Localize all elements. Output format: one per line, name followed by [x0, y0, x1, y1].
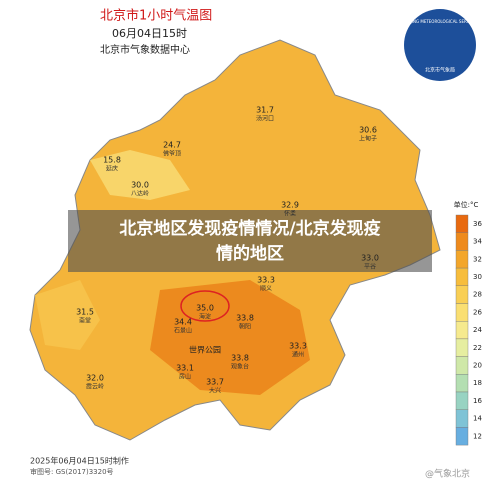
station-value: 31.5	[76, 308, 94, 317]
station-value: 35.0	[196, 304, 214, 313]
highlight-circle	[180, 290, 230, 322]
map-title: 北京市1小时气温图	[100, 8, 212, 24]
west-zone	[35, 280, 100, 350]
watermark: @气象北京	[425, 468, 470, 480]
station-name: 大兴	[209, 387, 221, 395]
station-value: 15.8	[103, 156, 121, 165]
warm-zone	[150, 280, 310, 395]
map-time: 06月04日15时	[112, 27, 187, 40]
legend-swatch	[455, 391, 469, 410]
legend-label: 34	[473, 238, 482, 246]
station-name: 顺义	[260, 286, 272, 293]
station-value: 33.8	[236, 314, 254, 323]
legend-label: 12	[473, 432, 482, 440]
map-source: 北京市气象数据中心	[100, 43, 190, 56]
station-value: 33.7	[206, 378, 224, 387]
legend-label: 28	[473, 291, 482, 299]
overlay-banner	[68, 210, 432, 272]
legend-swatch	[455, 250, 469, 269]
legend-unit: 单位:°C	[454, 200, 479, 209]
station-name: 佛爷顶	[163, 150, 181, 158]
station-value: 30.6	[359, 126, 377, 135]
footer-review: 审图号: GS(2017)3320号	[30, 467, 114, 476]
legend-swatch	[455, 285, 469, 304]
legend-label: 30	[473, 273, 482, 281]
legend-label: 14	[473, 415, 482, 423]
station-name: 八达岭	[131, 190, 149, 198]
legend-swatch	[455, 303, 469, 322]
legend-label: 36	[473, 220, 482, 228]
station-name: 汤河口	[256, 115, 274, 123]
legend-label: 18	[473, 379, 482, 387]
landmark: 世界公园	[189, 345, 221, 355]
station-name: 斋堂	[79, 317, 91, 325]
legend-label: 24	[473, 326, 482, 334]
station-name: 延庆	[106, 165, 118, 173]
station-name: 观象台	[231, 363, 249, 371]
logo-text: BEIJING METEOROLOGICAL SERVICE	[404, 19, 476, 24]
station-value: 33.3	[289, 342, 307, 351]
station-name: 石景山	[174, 327, 192, 335]
cool-zone	[90, 150, 190, 200]
legend-swatch	[455, 267, 469, 287]
overlay-line: 北京地区发现疫情情况/北京发现疫	[119, 218, 380, 239]
station-value: 34.4	[174, 318, 192, 327]
station-value: 24.7	[163, 141, 181, 150]
legend-swatch	[455, 338, 469, 357]
legend-label: 20	[473, 361, 482, 369]
legend-label: 32	[473, 255, 482, 263]
logo-cn: 北京市气象局	[425, 67, 455, 74]
logo	[404, 9, 476, 81]
station-value: 33.3	[257, 276, 275, 285]
station-value: 31.7	[256, 106, 274, 115]
legend-swatch	[455, 214, 469, 233]
legend-swatch	[455, 356, 469, 375]
legend-swatch	[455, 321, 469, 340]
station-value: 30.0	[131, 181, 149, 190]
legend-swatch	[455, 232, 469, 251]
legend-label: 22	[473, 344, 482, 352]
station-name: 通州	[292, 351, 304, 359]
station-value: 33.1	[176, 364, 194, 373]
legend-swatch	[455, 409, 469, 428]
station-name: 房山	[179, 373, 191, 381]
station-name: 朝阳	[239, 323, 251, 331]
legend-label: 26	[473, 308, 482, 316]
station-name: 海淀	[199, 313, 211, 321]
footer-made: 2025年06月04日15时制作	[30, 456, 129, 466]
station-value: 32.0	[86, 374, 104, 383]
legend-swatch	[455, 374, 469, 393]
station-value: 33.8	[231, 354, 249, 363]
station-name: 平谷	[364, 263, 376, 271]
station-value: 33.0	[361, 254, 379, 263]
station-name: 怀柔	[284, 210, 296, 218]
station-name: 霞云岭	[86, 383, 104, 391]
station-name: 上甸子	[359, 135, 377, 143]
station-value: 32.9	[281, 201, 299, 210]
legend-label: 16	[473, 397, 482, 405]
overlay-line: 情的地区	[216, 243, 284, 264]
legend-swatch	[455, 427, 469, 446]
